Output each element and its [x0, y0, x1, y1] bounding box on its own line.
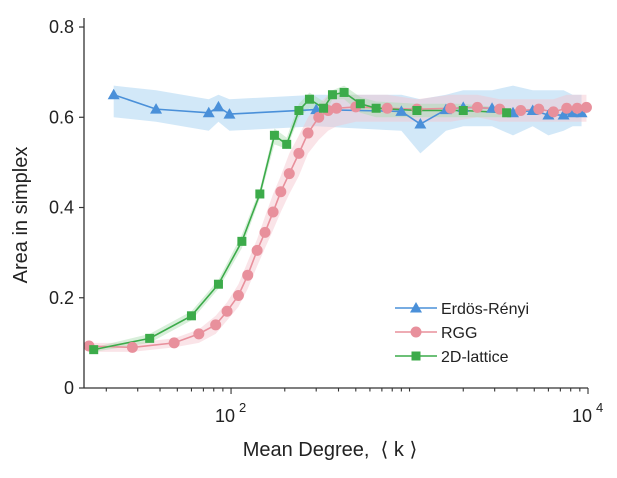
x-tick-label: 10: [572, 406, 592, 426]
x-tick-exponent: 2: [239, 400, 246, 415]
rgg-point: [267, 206, 279, 218]
y-ticks: 0 0.2 0.4 0.6 0.8: [49, 17, 84, 398]
erd-s-r-nyi-point: [557, 109, 570, 120]
rgg-point: [221, 305, 233, 317]
2d-lattice-point: [89, 345, 99, 355]
y-tick-label: 0.8: [49, 17, 74, 37]
rgg-point: [561, 102, 573, 114]
x-tick-exponent: 4: [596, 400, 603, 415]
rgg-point: [210, 319, 222, 331]
rgg-point: [232, 290, 244, 301]
series-markers: [83, 87, 592, 355]
2d-lattice-point: [502, 108, 512, 118]
rgg-point: [293, 147, 305, 159]
legend-rgg-label: RGG: [441, 325, 477, 342]
rgg-point: [313, 111, 325, 123]
rgg-point: [302, 127, 314, 139]
legend: Erdös-Rényi RGG 2D-lattice: [395, 301, 529, 366]
erd-s-r-nyi-band: [113, 85, 582, 154]
legend-erd-s-r-nyi-marker: [410, 302, 422, 313]
y-tick-label: 0.6: [49, 107, 74, 127]
rgg-point: [580, 101, 592, 113]
rgg-point: [445, 102, 457, 114]
erd-s-r-nyi-point: [395, 105, 408, 116]
legend-2d-lattice-label: 2D-lattice: [441, 349, 509, 366]
legend-rgg-marker: [410, 326, 422, 338]
2d-lattice-point: [282, 139, 292, 149]
rgg-band: [89, 94, 587, 352]
erd-s-r-nyi-point: [223, 108, 236, 119]
2d-lattice-point: [237, 236, 247, 246]
legend-2d-lattice-marker: [411, 351, 421, 361]
erd-s-r-nyi-point: [202, 106, 215, 118]
y-tick-label: 0.4: [49, 198, 74, 218]
2d-lattice-point: [186, 311, 196, 321]
rgg-point: [251, 244, 263, 256]
rgg-point: [515, 105, 527, 116]
erd-s-r-nyi-point: [107, 88, 120, 100]
erd-s-r-nyi-point: [575, 106, 588, 118]
x-tick-label: 10: [215, 406, 235, 426]
rgg-point: [283, 168, 295, 180]
2d-lattice-point: [412, 106, 422, 115]
rgg-point: [168, 337, 180, 349]
rgg-point: [571, 102, 583, 114]
y-tick-label: 0: [64, 378, 74, 398]
axes: [83, 18, 588, 389]
2d-lattice-point: [294, 106, 304, 115]
2d-lattice-point: [327, 90, 337, 100]
erd-s-r-nyi-point: [212, 100, 225, 112]
2d-lattice-point: [458, 106, 468, 115]
rgg-point: [547, 106, 559, 118]
erd-s-r-nyi-point: [414, 118, 427, 129]
rgg-point: [381, 102, 393, 114]
rgg-point: [275, 186, 287, 198]
rgg-point: [471, 101, 483, 113]
legend-erd-s-r-nyi-label: Erdös-Rényi: [441, 301, 529, 318]
2d-lattice-point: [269, 130, 279, 140]
rgg-point: [533, 103, 545, 115]
y-axis-label: Area in simplex: [10, 147, 32, 284]
rgg-point: [259, 226, 271, 238]
erd-s-r-nyi-point: [566, 106, 579, 118]
rgg-point: [242, 269, 254, 281]
2d-lattice-point: [355, 99, 365, 109]
x-axis-label: Mean Degree, ⟨ k ⟩: [243, 439, 418, 461]
2d-lattice-point: [304, 94, 314, 104]
rgg-point: [126, 341, 138, 353]
2d-lattice-point: [319, 103, 329, 113]
y-tick-label: 0.2: [49, 288, 74, 308]
2d-lattice-point: [371, 103, 381, 113]
erd-s-r-nyi-point: [150, 103, 163, 114]
x-ticks: 10 2 10 4: [105, 388, 603, 426]
2d-lattice-point: [255, 189, 265, 199]
rgg-point: [193, 328, 205, 340]
rgg-point: [331, 102, 343, 114]
2d-lattice-point: [339, 87, 349, 97]
2d-lattice-point: [145, 333, 155, 343]
2d-lattice-point: [213, 279, 223, 289]
